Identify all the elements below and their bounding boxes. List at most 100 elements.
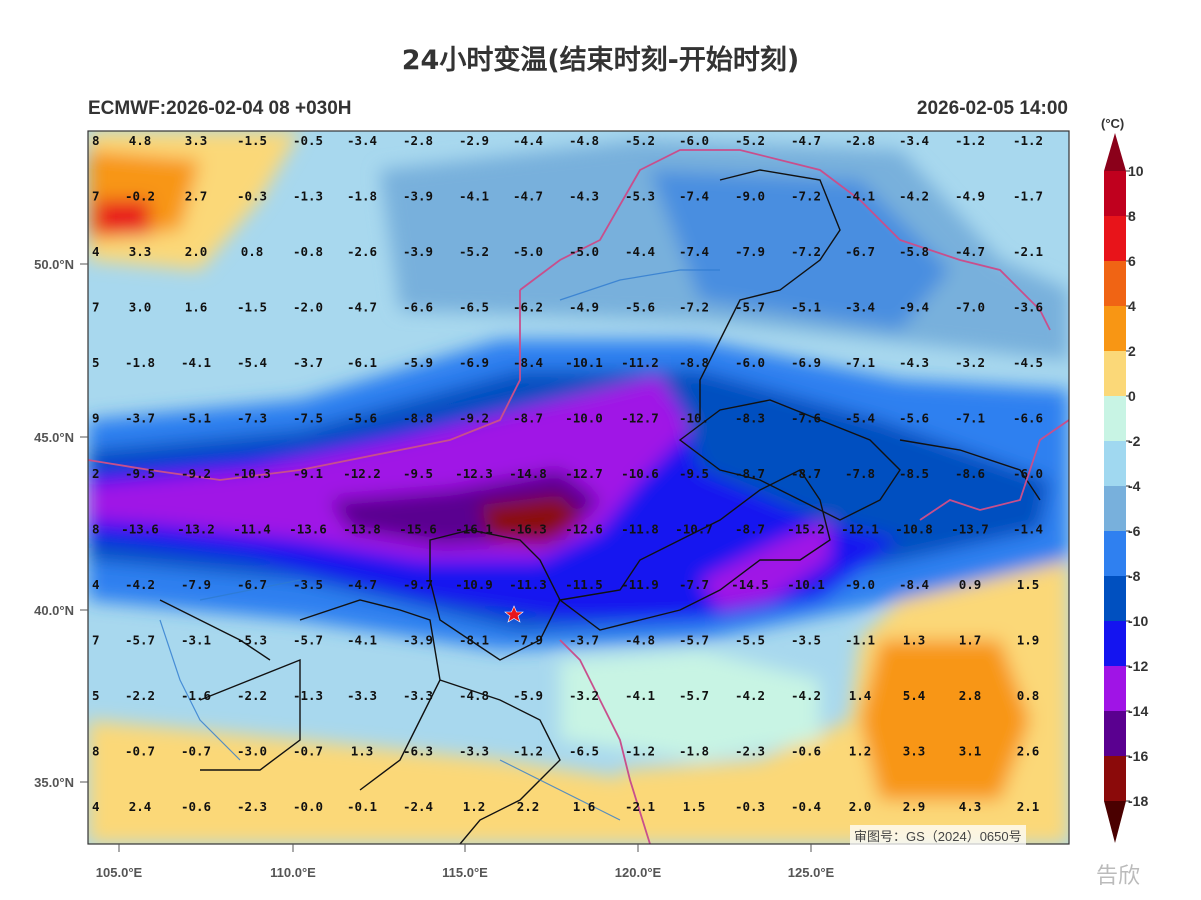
grid-value: -4.7 xyxy=(513,189,543,204)
grid-value: -4.7 xyxy=(347,577,377,592)
grid-value: -1.8 xyxy=(679,744,709,759)
grid-value: -2.3 xyxy=(237,799,267,814)
colorbar-swatch xyxy=(1104,441,1126,486)
grid-value: -1.8 xyxy=(125,355,155,370)
grid-value: -13.2 xyxy=(177,522,215,537)
grid-value: -3.4 xyxy=(899,133,929,148)
grid-value: -8.3 xyxy=(735,411,765,426)
colorbar-swatch xyxy=(1104,711,1126,756)
colorbar-swatch xyxy=(1104,396,1126,441)
map-field: 8 4.8 3.3 -1.5 -0.5 -3.4 -2.8 -2.9 -4.4 -4.8 -5.2 -… xyxy=(88,131,1069,844)
grid-value: -5.7 xyxy=(735,300,765,315)
grid-value: -0.7 xyxy=(293,744,323,759)
map-title: 24小时变温(结束时刻-开始时刻) xyxy=(401,45,800,76)
grid-value: -0.3 xyxy=(237,189,267,204)
colorbar-swatch xyxy=(1104,171,1126,216)
grid-value: -10.1 xyxy=(787,577,825,592)
grid-value: -5.7 xyxy=(679,688,709,703)
grid-value: -8.7 xyxy=(791,466,821,481)
latitude-axis: 50.0°N 45.0°N 40.0°N 35.0°N xyxy=(34,257,88,790)
grid-value: -6.0 xyxy=(735,355,765,370)
grid-value: -4.7 xyxy=(347,300,377,315)
grid-value: -2.1 xyxy=(625,799,655,814)
grid-value: 4 xyxy=(92,244,100,259)
colorbar-swatch xyxy=(1104,621,1126,666)
grid-value: -9.2 xyxy=(459,411,489,426)
lon-label: 110.0°E xyxy=(270,865,316,880)
colorbar-label: -10 xyxy=(1128,613,1148,629)
grid-values: 8 4.8 3.3 -1.5 -0.5 -3.4 -2.8 -2.9 -4.4 -4.8 -5.2 -… xyxy=(92,133,1043,814)
grid-value: 8 xyxy=(92,133,100,148)
grid-value: -7.2 xyxy=(679,300,709,315)
grid-value: -9.1 xyxy=(293,466,323,481)
grid-value: -3.5 xyxy=(791,633,821,648)
grid-value: -0.5 xyxy=(293,133,323,148)
grid-value: -3.2 xyxy=(955,355,985,370)
grid-value: -4.8 xyxy=(569,133,599,148)
grid-value: -0.7 xyxy=(125,744,155,759)
grid-value: 2.0 xyxy=(849,799,872,814)
grid-value: -3.4 xyxy=(347,133,377,148)
grid-value: 3.3 xyxy=(129,244,152,259)
grid-value: -4.9 xyxy=(955,189,985,204)
grid-value: -6.5 xyxy=(459,300,489,315)
grid-value: -13.6 xyxy=(121,522,159,537)
grid-value: 2.1 xyxy=(1017,799,1040,814)
grid-value: -1.5 xyxy=(237,300,267,315)
grid-value: -4.9 xyxy=(569,300,599,315)
grid-value: -3.0 xyxy=(237,744,267,759)
grid-value: -9.5 xyxy=(679,466,709,481)
grid-value: -8.8 xyxy=(403,411,433,426)
grid-value: -8.4 xyxy=(513,355,543,370)
grid-value: -1.6 xyxy=(181,688,211,703)
grid-value: -9.4 xyxy=(899,300,929,315)
colorbar-swatch xyxy=(1104,756,1126,801)
grid-value: 4 xyxy=(92,799,100,814)
grid-value: -9.5 xyxy=(125,466,155,481)
longitude-axis: 105.0°E 110.0°E 115.0°E 120.0°E 125.0°E xyxy=(96,844,835,880)
colorbar-swatch xyxy=(1104,216,1126,261)
grid-value: -0.8 xyxy=(293,244,323,259)
grid-value: 3.3 xyxy=(185,133,208,148)
grid-value: -3.3 xyxy=(347,688,377,703)
grid-value: -10.9 xyxy=(455,577,493,592)
grid-value: -9.5 xyxy=(403,466,433,481)
grid-value: -6.5 xyxy=(569,744,599,759)
colorbar-label: 10 xyxy=(1128,163,1144,179)
grid-value: -7.2 xyxy=(791,244,821,259)
grid-value: -4.2 xyxy=(791,688,821,703)
watermark: 告欣 xyxy=(1096,863,1141,888)
grid-value: -3.3 xyxy=(403,688,433,703)
colorbar-label: -8 xyxy=(1128,568,1141,584)
grid-value: -8.7 xyxy=(735,522,765,537)
grid-value: -5.8 xyxy=(899,244,929,259)
grid-value: -8.8 xyxy=(679,355,709,370)
colorbar-label: 2 xyxy=(1128,343,1136,359)
grid-value: -2.2 xyxy=(237,688,267,703)
colorbar-label: -14 xyxy=(1128,703,1148,719)
colorbar-swatch xyxy=(1104,576,1126,621)
grid-value: -5.1 xyxy=(791,300,821,315)
grid-value: -1.2 xyxy=(955,133,985,148)
lat-label: 45.0°N xyxy=(34,430,74,445)
grid-value: -0.1 xyxy=(347,799,377,814)
grid-value: -10. xyxy=(679,411,709,426)
grid-value: -6.1 xyxy=(347,355,377,370)
grid-value: 2.8 xyxy=(959,688,982,703)
grid-value: 0.8 xyxy=(241,244,264,259)
grid-value: -0.6 xyxy=(791,744,821,759)
grid-value: -10.3 xyxy=(233,466,271,481)
grid-value: 0.8 xyxy=(1017,688,1040,703)
grid-value: -2.9 xyxy=(459,133,489,148)
grid-value: -7.6 xyxy=(791,411,821,426)
grid-value: 8 xyxy=(92,744,100,759)
lat-label: 35.0°N xyxy=(34,775,74,790)
map-frame xyxy=(87,130,1070,845)
grid-value: -10.8 xyxy=(895,522,933,537)
grid-value: -4.2 xyxy=(125,577,155,592)
grid-value: -1.2 xyxy=(1013,133,1043,148)
grid-value: -5.4 xyxy=(237,355,267,370)
grid-value: -4.1 xyxy=(625,688,655,703)
grid-value: -3.6 xyxy=(1013,300,1043,315)
